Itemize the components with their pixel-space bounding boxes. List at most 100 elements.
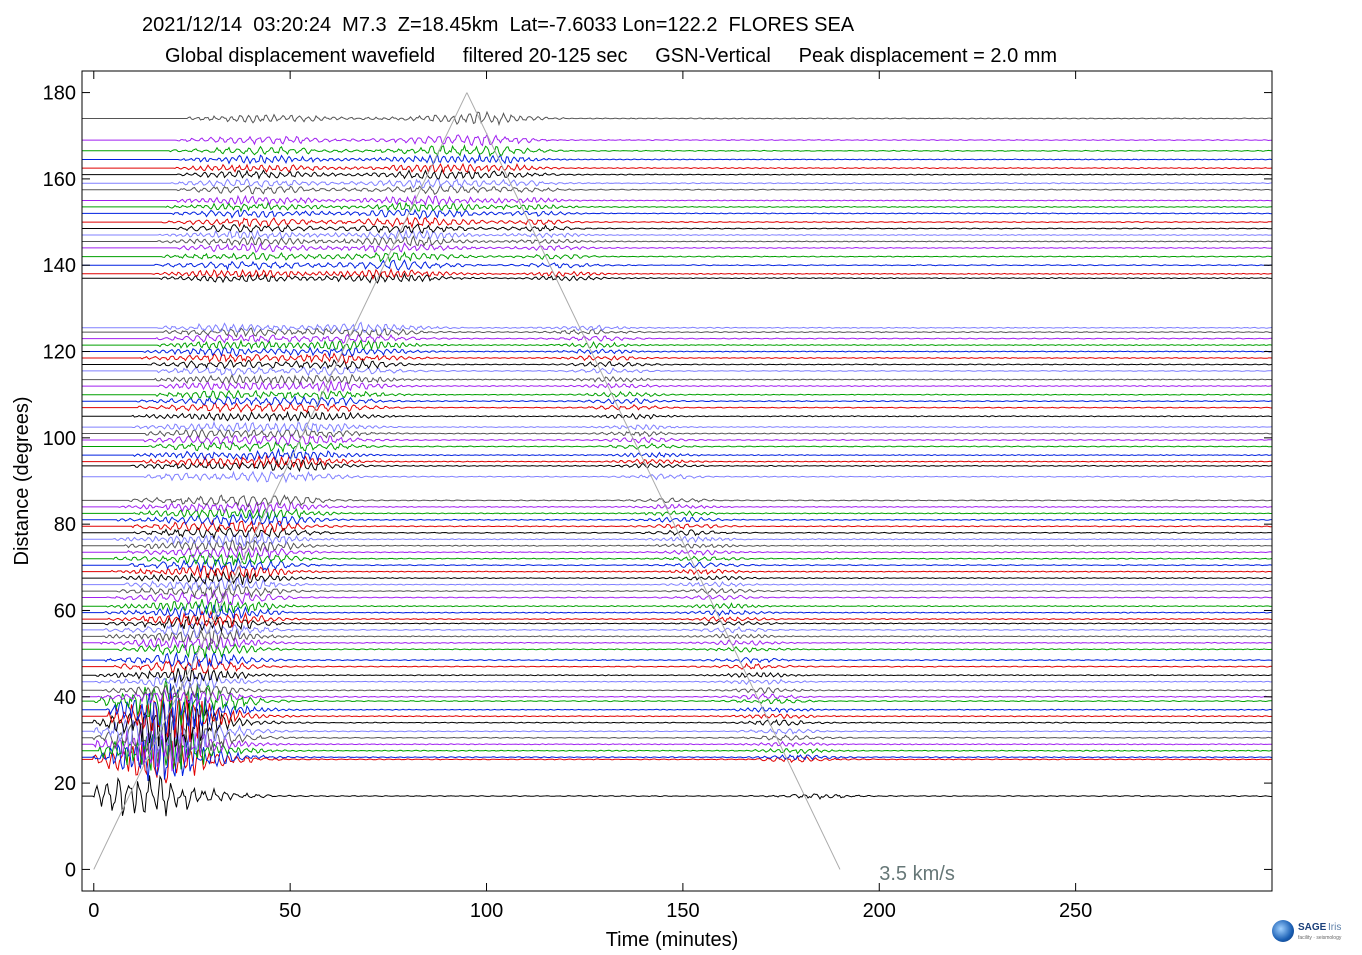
seismic-trace <box>82 162 1272 175</box>
seismic-trace <box>82 395 1272 408</box>
seismic-trace <box>82 228 1272 241</box>
x-tick-label: 150 <box>666 900 699 922</box>
seismic-trace <box>82 183 1272 195</box>
seismic-trace <box>82 525 1272 541</box>
x-tick-label: 100 <box>470 900 503 922</box>
seismic-trace <box>82 609 1272 629</box>
logo-iris-text: Iris <box>1328 922 1342 933</box>
seismic-trace <box>82 688 1272 743</box>
x-axis-label: Time (minutes) <box>606 929 739 951</box>
seismic-trace <box>82 352 1272 365</box>
y-tick-label: 160 <box>43 169 76 191</box>
x-axis: 0 50 100 150 200 250 <box>88 71 1092 922</box>
seismic-trace <box>82 242 1272 253</box>
plot-frame <box>81 70 1273 892</box>
seismic-trace <box>82 568 1272 585</box>
y-tick-label: 0 <box>65 859 76 881</box>
seismic-trace <box>82 501 1272 515</box>
seismic-trace <box>82 596 1272 616</box>
seismic-trace <box>82 620 1272 639</box>
seismic-trace <box>82 544 1272 561</box>
x-tick-label: 200 <box>863 900 896 922</box>
seismic-trace <box>82 739 1272 784</box>
y-tick-label: 80 <box>54 514 76 536</box>
seismic-trace <box>82 683 1272 735</box>
chart-title-line1: 2021/12/14 03:20:24 M7.3 Z=18.45km Lat=-… <box>142 14 855 36</box>
velocity-annotation: 3.5 km/s <box>879 863 955 885</box>
seismic-trace <box>82 666 1272 683</box>
seismic-trace <box>82 208 1272 220</box>
seismic-trace <box>82 454 1272 469</box>
logo-sage-text: SAGE <box>1298 922 1327 933</box>
seismic-trace <box>82 365 1272 377</box>
seismic-trace <box>82 251 1272 263</box>
seismic-trace <box>82 433 1272 447</box>
y-tick-label: 100 <box>43 428 76 450</box>
y-tick-label: 140 <box>43 255 76 277</box>
seismic-trace <box>82 439 1272 454</box>
seismic-trace <box>82 628 1272 645</box>
velocity-line-right <box>466 92 841 870</box>
seismic-trace <box>82 583 1272 600</box>
seismic-trace <box>82 657 1272 674</box>
y-tick-label: 180 <box>43 83 76 105</box>
seismic-trace <box>82 321 1272 334</box>
seismic-trace <box>82 731 1272 771</box>
seismic-trace <box>82 267 1272 281</box>
seismic-trace <box>82 564 1272 581</box>
seismic-trace <box>82 152 1272 166</box>
seismic-trace <box>82 271 1272 284</box>
y-tick-label: 120 <box>43 342 76 364</box>
seismic-trace <box>82 774 1272 817</box>
seismic-trace <box>82 551 1272 568</box>
seismic-trace <box>82 144 1272 158</box>
seismic-trace <box>82 615 1272 634</box>
seismic-trace <box>82 389 1272 401</box>
seismic-trace <box>82 168 1272 180</box>
seismic-trace <box>82 373 1272 386</box>
y-axis: 0 20 40 60 80 100 120 140 160 180 <box>43 83 1272 881</box>
seismic-trace <box>82 427 1272 440</box>
seismic-trace <box>82 333 1272 344</box>
seismic-trace <box>82 576 1272 592</box>
y-tick-label: 40 <box>54 687 76 709</box>
seismic-trace <box>82 688 1272 707</box>
seismic-trace <box>82 194 1272 207</box>
globe-icon <box>1272 920 1294 942</box>
chart-title-line2: Global displacement wavefield filtered 2… <box>165 45 1058 67</box>
seismic-trace <box>82 494 1272 508</box>
seismic-trace <box>82 699 1272 748</box>
seismic-trace <box>82 678 1272 726</box>
seismic-traces <box>82 110 1272 817</box>
seismic-trace <box>82 511 1272 528</box>
x-tick-label: 50 <box>279 900 301 922</box>
seismic-trace <box>82 458 1272 473</box>
y-axis-label: Distance (degrees) <box>11 397 33 566</box>
seismic-trace <box>82 703 1272 755</box>
velocity-line-left <box>93 92 468 870</box>
seismic-trace <box>82 346 1272 359</box>
seismic-trace <box>82 506 1272 520</box>
seismic-trace <box>82 410 1272 423</box>
seismic-trace <box>82 673 1272 691</box>
seismic-trace <box>82 338 1272 351</box>
seismic-trace <box>82 235 1272 247</box>
seismic-trace <box>82 177 1272 189</box>
seismic-trace <box>82 681 1272 699</box>
seismic-trace <box>82 379 1272 393</box>
seismic-trace <box>82 634 1272 651</box>
seismic-trace <box>82 447 1272 462</box>
seismic-trace <box>82 470 1272 484</box>
seismic-trace <box>82 259 1272 271</box>
seismic-trace <box>82 642 1272 659</box>
logo-subtitle: facility · seismology <box>1298 935 1342 941</box>
seismic-trace <box>82 216 1272 229</box>
x-tick-label: 0 <box>88 900 99 922</box>
seismic-trace <box>82 420 1272 434</box>
y-tick-label: 60 <box>54 600 76 622</box>
seismic-trace <box>82 730 1272 781</box>
seismic-trace <box>82 556 1272 573</box>
seismic-trace <box>82 532 1272 548</box>
seismic-trace <box>82 537 1272 553</box>
